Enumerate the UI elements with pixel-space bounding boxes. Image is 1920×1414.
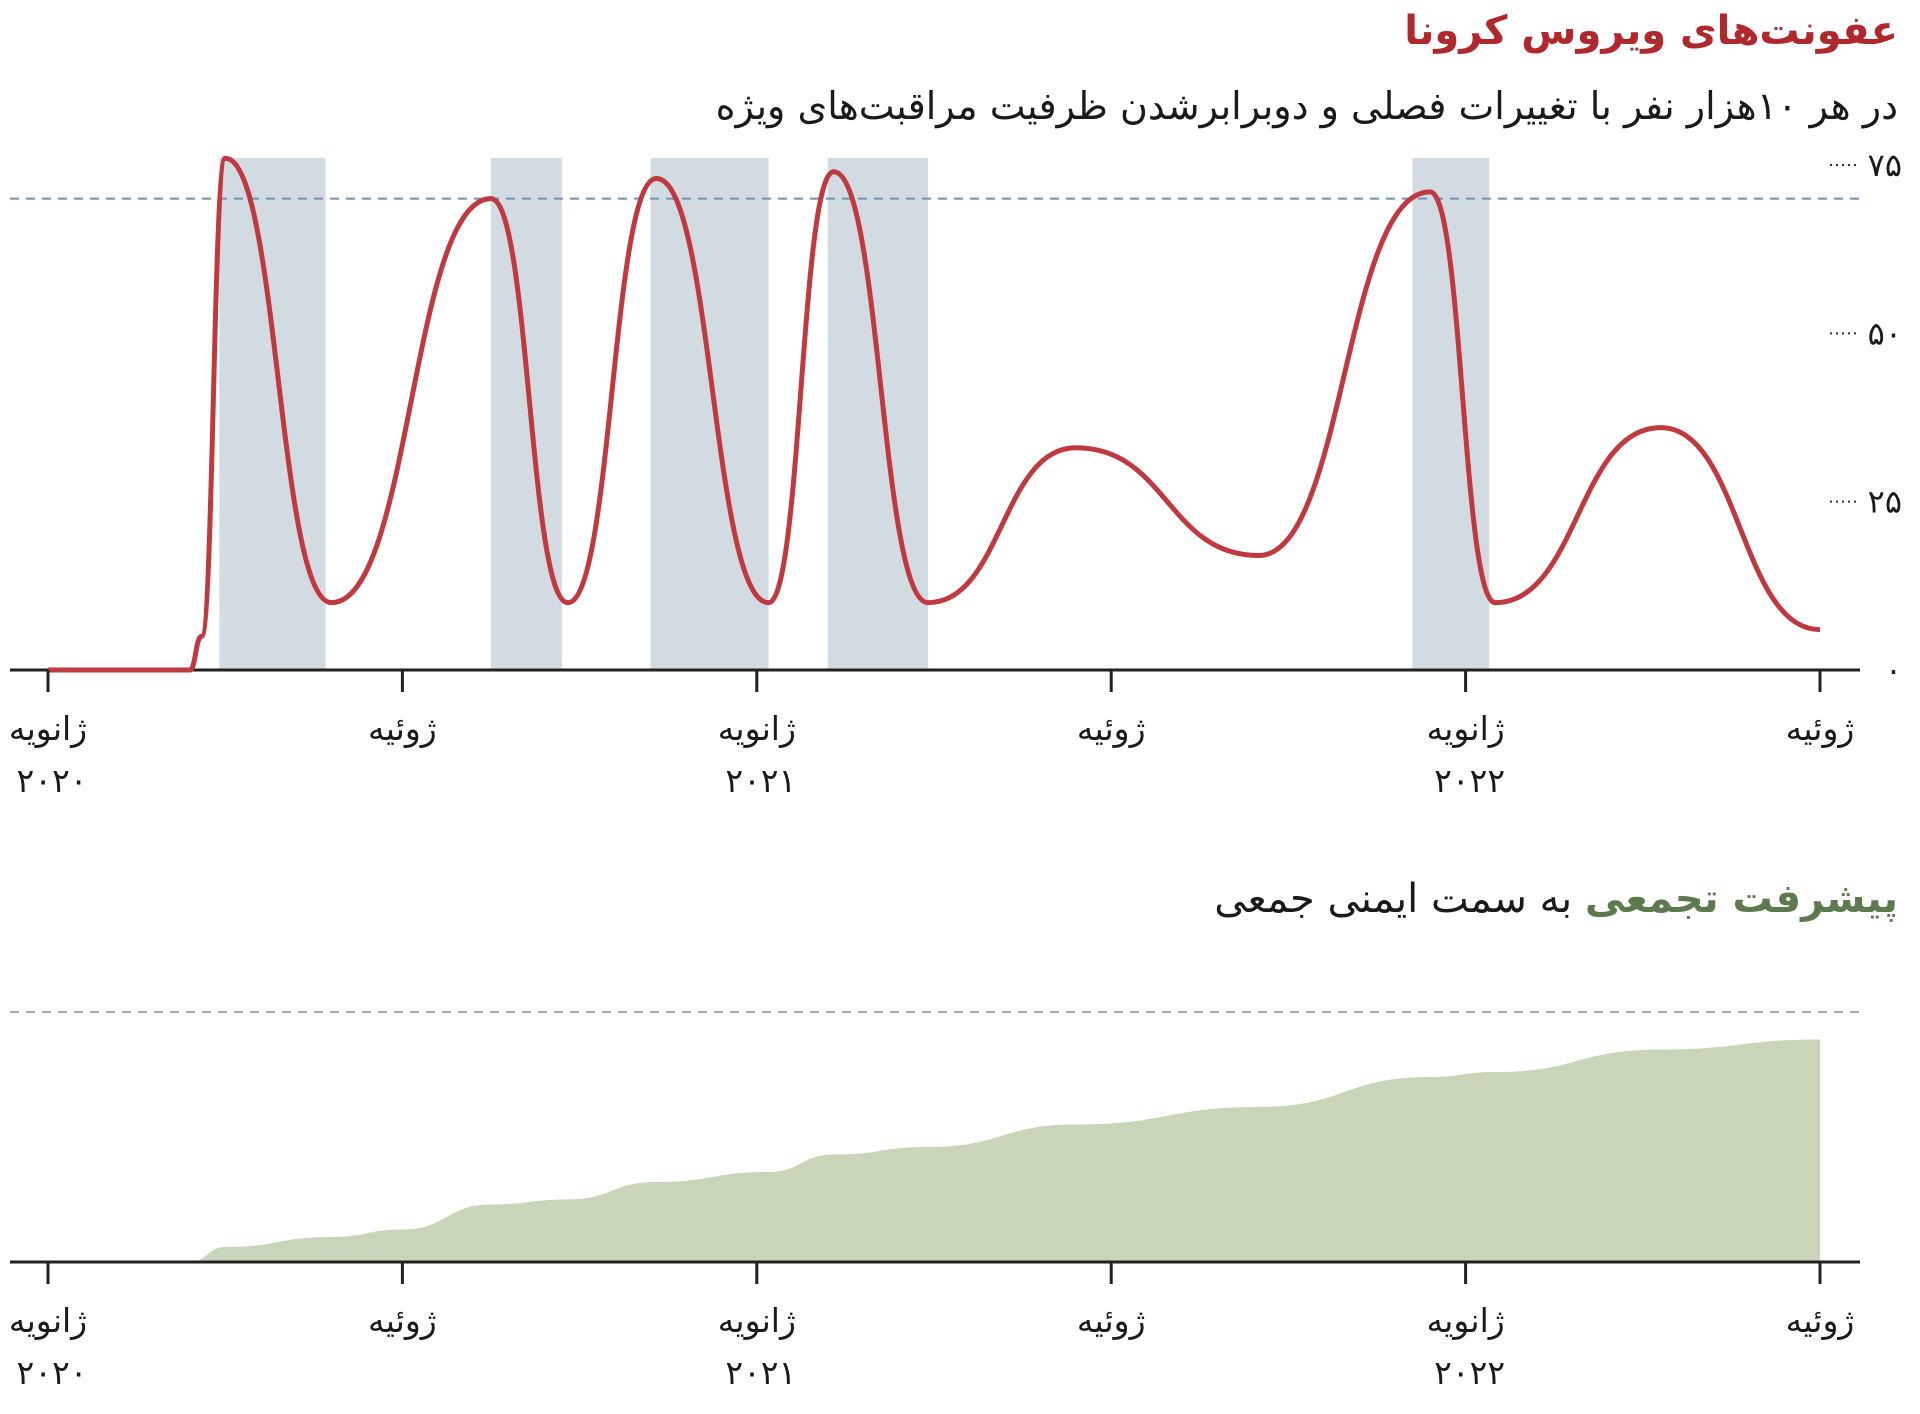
- chart1-xtick-month-2: ژانویه: [718, 709, 796, 748]
- chart2-xtick-year-0: ۲۰۲۰: [17, 1353, 88, 1392]
- chart-title: عفونت‌های ویروس کرونا: [1404, 8, 1898, 54]
- chart2-xtick-month-2: ژانویه: [718, 1301, 796, 1340]
- chart1-xtick-month-1: ژوئیه: [368, 709, 437, 748]
- chart1-xtick-year-0: ۲۰۲۰: [17, 761, 88, 800]
- shaded-period-1: [491, 158, 562, 670]
- shaded-period-3: [827, 158, 929, 670]
- shaded-period-0: [219, 158, 326, 670]
- second-chart-title-green: پیشرفت تجمعی: [1584, 876, 1898, 922]
- chart2-xtick-year-2: ۲۰۲۱: [725, 1353, 796, 1392]
- shaded-period-2: [650, 158, 769, 670]
- chart1-xtick-month-3: ژوئیه: [1077, 709, 1146, 748]
- chart2-xtick-year-4: ۲۰۲۲: [1434, 1353, 1505, 1392]
- infections-series-line: [48, 155, 1821, 673]
- second-chart-title: پیشرفت تجمعی به سمت ایمنی جمعی: [1214, 876, 1898, 922]
- ytick-label-1: ۲۵: [1868, 483, 1902, 521]
- ytick-label-0: ۰: [1885, 651, 1902, 689]
- chart2-xtick-month-4: ژانویه: [1426, 1301, 1504, 1340]
- chart-subtitle: در هر ۱۰هزار نفر با تغییرات فصلی و دوبرا…: [715, 84, 1898, 128]
- chart1-xtick-year-2: ۲۰۲۱: [725, 761, 796, 800]
- chart1-xtick-year-4: ۲۰۲۲: [1434, 761, 1505, 800]
- chart1-xtick-month-5: ژوئیه: [1786, 709, 1855, 748]
- chart2-xtick-month-0: ژانویه: [9, 1301, 87, 1340]
- immunity-area: [48, 1039, 1820, 1262]
- ytick-label-2: ۵۰: [1868, 314, 1902, 352]
- second-chart-title-rest: به سمت ایمنی جمعی: [1214, 876, 1585, 922]
- chart2-xtick-month-3: ژوئیه: [1077, 1301, 1146, 1340]
- chart1-xtick-month-0: ژانویه: [9, 709, 87, 748]
- chart2-xtick-month-5: ژوئیه: [1786, 1301, 1855, 1340]
- shaded-period-4: [1412, 158, 1490, 670]
- ytick-label-3: ۷۵: [1868, 146, 1902, 184]
- chart2-xtick-month-1: ژوئیه: [368, 1301, 437, 1340]
- chart1-xtick-month-4: ژانویه: [1426, 709, 1504, 748]
